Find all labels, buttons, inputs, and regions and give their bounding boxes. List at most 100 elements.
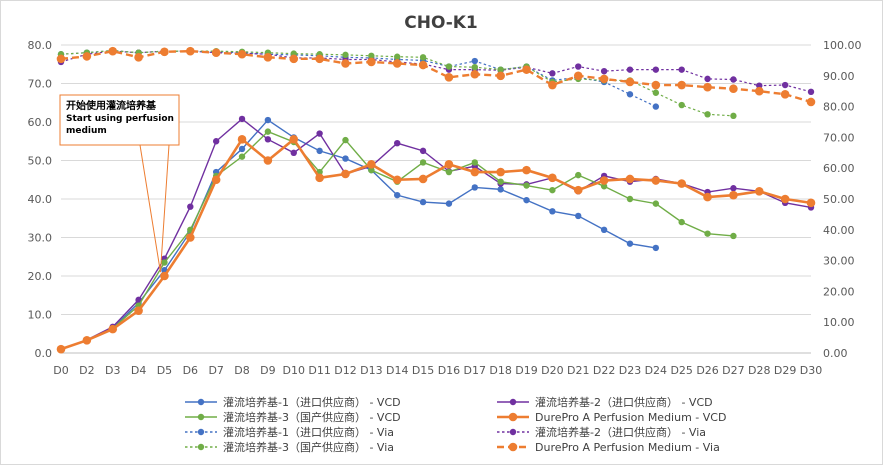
legend-swatch-marker	[509, 398, 517, 406]
gridlines	[61, 44, 811, 354]
data-point	[496, 71, 505, 81]
legend-label: 灌流培养基-3（国产供应商） - Via	[223, 440, 394, 454]
x-tick-label: D15	[412, 364, 434, 377]
data-point	[419, 54, 427, 61]
data-point	[652, 200, 660, 207]
legend-item: 灌流培养基-1（进口供应商） - Via	[185, 425, 394, 439]
axes: 0.0 10.0 20.0 30.0 40.0 50.0 60.0 70.0 80.0 0.00 1…	[28, 39, 862, 377]
data-point	[625, 174, 635, 184]
data-point	[549, 208, 556, 215]
data-point	[212, 138, 220, 145]
data-point	[263, 156, 273, 165]
y-left-tick-label: 80.0	[28, 39, 53, 52]
data-point	[418, 174, 428, 184]
data-point	[237, 135, 247, 144]
data-point	[368, 52, 375, 59]
x-tick-label: D5	[157, 364, 172, 377]
data-point	[392, 175, 402, 185]
series-4	[56, 135, 816, 354]
data-point	[211, 48, 221, 57]
data-point	[626, 240, 634, 247]
data-point	[730, 76, 737, 83]
data-point	[264, 128, 272, 135]
x-tick-label: D16	[438, 364, 460, 377]
data-point	[600, 226, 608, 233]
data-point	[471, 159, 478, 166]
legend: 灌流培养基-1（进口供应商） - VCD 灌流培养基-2（进口供应商） - VCD…	[185, 395, 726, 454]
data-point	[806, 198, 816, 208]
annotation-text-en-wrap: Start using perfusion medium	[66, 114, 174, 136]
series-1	[57, 116, 660, 353]
data-point	[394, 53, 401, 60]
data-point	[418, 60, 428, 70]
data-point	[652, 66, 660, 73]
data-point	[497, 178, 504, 185]
data-point	[316, 130, 323, 137]
y-left-tick-label: 0.0	[35, 347, 53, 360]
data-point	[290, 149, 297, 156]
data-point	[522, 165, 531, 175]
data-point	[651, 176, 661, 185]
data-point	[56, 54, 66, 64]
data-point	[394, 139, 401, 147]
data-point	[445, 200, 453, 207]
data-point	[341, 169, 350, 179]
y-right-tick-label: 60.00	[823, 162, 855, 175]
legend-label: DurePro A Perfusion Medium - Via	[535, 441, 720, 454]
data-point	[342, 155, 349, 162]
data-point	[652, 89, 660, 96]
data-point	[82, 335, 92, 345]
data-point	[289, 54, 299, 64]
data-point	[470, 167, 480, 177]
legend-label: 灌流培养基-2（进口供应商） - Via	[535, 425, 706, 439]
data-point	[367, 160, 376, 169]
data-point	[754, 86, 764, 96]
annotation: 开始使用灌流培养基 Start using perfusion medium	[59, 94, 180, 273]
data-point	[522, 65, 531, 74]
data-point	[445, 168, 453, 176]
legend-item: 灌流培养基-2（进口供应商） - VCD	[497, 395, 713, 409]
data-point	[677, 80, 686, 90]
data-point	[730, 185, 737, 192]
data-point	[237, 49, 247, 59]
x-tick-label: D0	[53, 364, 68, 377]
data-point	[678, 101, 685, 109]
data-point	[600, 183, 608, 190]
legend-label: 灌流培养基-3（国产供应商） - VCD	[223, 410, 401, 424]
data-point	[496, 167, 505, 177]
y-left-tick-label: 40.0	[28, 193, 53, 206]
data-point	[211, 175, 221, 185]
y-right-tick-label: 0.00	[823, 347, 848, 360]
y-left-tick-label: 60.0	[28, 116, 53, 129]
data-point	[575, 63, 582, 70]
legend-item: DurePro A Perfusion Medium - VCD	[497, 411, 726, 424]
x-tick-label: D24	[645, 364, 667, 377]
data-point	[599, 176, 609, 185]
data-point	[625, 77, 635, 87]
data-point	[367, 57, 376, 67]
data-point	[108, 46, 118, 56]
y-right-tick-label: 50.00	[823, 193, 855, 206]
data-point	[342, 51, 349, 59]
legend-swatch-marker	[197, 398, 205, 406]
y-right-tick-label: 100.00	[823, 39, 862, 52]
data-point	[135, 296, 142, 304]
data-point	[264, 116, 272, 124]
data-point	[575, 212, 582, 220]
x-tick-label: D19	[515, 364, 537, 377]
legend-swatch-marker	[508, 442, 518, 452]
series-line	[60, 119, 656, 350]
legend-item: 灌流培养基-3（国产供应商） - VCD	[185, 410, 401, 424]
data-point	[754, 187, 764, 196]
series-layer	[56, 46, 816, 354]
data-point	[341, 59, 350, 68]
data-point	[419, 159, 427, 166]
data-point	[161, 259, 168, 266]
data-point	[677, 179, 686, 188]
y-right-tick-label: 80.00	[823, 101, 855, 114]
x-tick-label: D7	[208, 364, 223, 377]
x-tick-label: D13	[360, 364, 382, 377]
data-point	[342, 136, 349, 144]
